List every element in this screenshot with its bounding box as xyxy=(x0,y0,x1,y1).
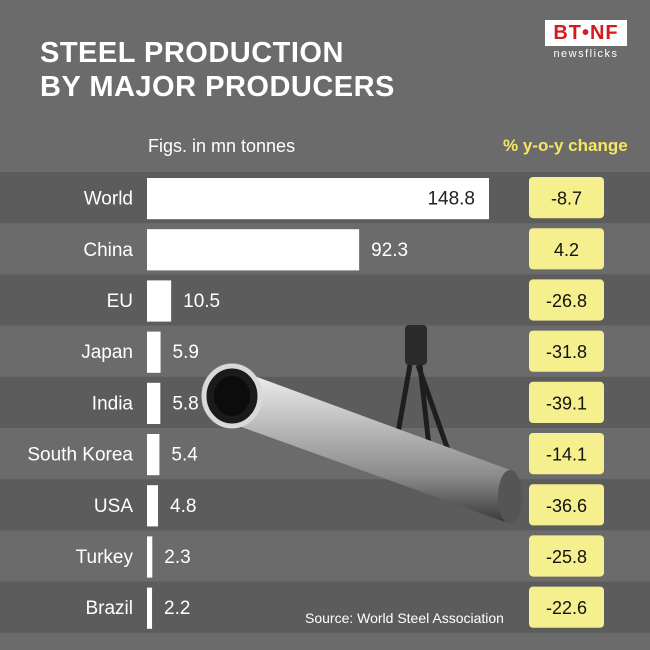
chart-title: STEEL PRODUCTION BY MAJOR PRODUCERS xyxy=(40,36,395,104)
bar xyxy=(147,382,161,424)
yoy-column-header: % y-o-y change xyxy=(503,136,628,155)
bars xyxy=(147,178,489,629)
value-labels: 148.8 92.3 10.5 5.9 5.8 5.4 4.8 2.3 2.2 xyxy=(164,189,475,620)
value-label: 2.3 xyxy=(164,547,190,568)
units-label: Figs. in mn tonnes xyxy=(148,136,296,156)
category-label: USA xyxy=(94,496,133,517)
value-label: 10.5 xyxy=(183,291,220,312)
yoy-value: -26.8 xyxy=(546,291,587,311)
value-label: 5.8 xyxy=(172,393,198,414)
bar xyxy=(147,434,160,476)
yoy-value: -14.1 xyxy=(546,445,587,465)
yoy-value: -8.7 xyxy=(551,189,582,209)
yoy-box xyxy=(529,535,604,577)
logo-tagline: newsflicks xyxy=(553,48,619,60)
value-label: 4.8 xyxy=(170,496,196,517)
steel-pipe-image xyxy=(201,325,522,524)
title-line-2: BY MAJOR PRODUCERS xyxy=(40,71,395,103)
bar xyxy=(147,587,153,629)
value-label: 92.3 xyxy=(371,240,408,261)
yoy-value: -36.6 xyxy=(546,496,587,516)
yoy-value: -25.8 xyxy=(546,547,587,567)
yoy-value: -22.6 xyxy=(546,598,587,618)
brand-logo: BT•NF newsflicks xyxy=(545,20,627,60)
bar xyxy=(147,280,172,322)
category-label: EU xyxy=(107,291,133,312)
category-label: Brazil xyxy=(85,598,133,619)
value-label: 5.4 xyxy=(171,445,198,466)
yoy-value: 4.2 xyxy=(554,240,579,260)
logo-wordmark: BT•NF xyxy=(545,20,627,46)
category-labels: World China EU Japan India South Korea USA Turk… xyxy=(27,189,133,620)
value-label: 148.8 xyxy=(427,189,475,210)
yoy-box xyxy=(529,228,604,270)
title-line-1: STEEL PRODUCTION xyxy=(40,37,344,69)
yoy-box xyxy=(529,586,604,628)
value-label: 2.2 xyxy=(164,598,190,619)
category-label: China xyxy=(83,240,133,261)
category-label: World xyxy=(84,189,133,210)
category-label: Turkey xyxy=(76,547,134,568)
source-note: Source: World Steel Association xyxy=(305,610,504,626)
yoy-box xyxy=(529,381,604,423)
bar xyxy=(147,331,161,373)
bar xyxy=(147,178,489,220)
category-label: India xyxy=(92,393,134,414)
yoy-boxes: -8.7 4.2 -26.8 -31.8 -39.1 -14.1 -36.6 -25.8 -22… xyxy=(529,177,604,628)
yoy-box xyxy=(529,177,604,219)
yoy-value: -39.1 xyxy=(546,393,587,413)
bar xyxy=(147,485,159,527)
yoy-value: -31.8 xyxy=(546,342,587,362)
bar xyxy=(147,536,153,578)
value-label: 5.9 xyxy=(173,342,199,363)
yoy-box xyxy=(529,433,604,475)
bar xyxy=(147,229,360,271)
category-label: Japan xyxy=(81,342,133,363)
yoy-box xyxy=(529,279,604,321)
category-label: South Korea xyxy=(27,445,133,466)
yoy-box xyxy=(529,484,604,526)
yoy-box xyxy=(529,330,604,372)
